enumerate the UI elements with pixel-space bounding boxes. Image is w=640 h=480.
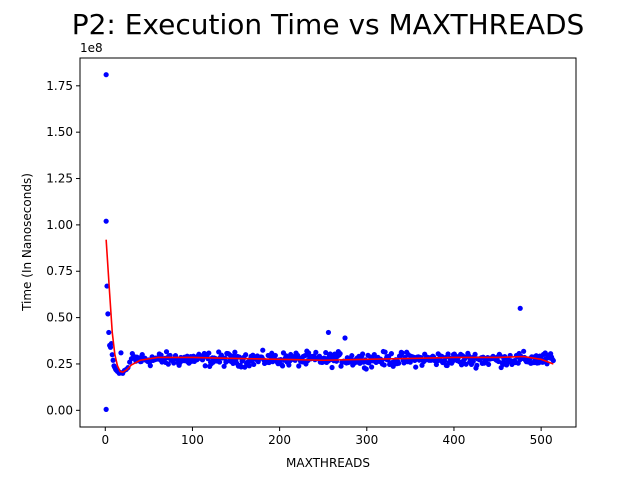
scatter-point [286, 362, 292, 368]
scatter-point [396, 360, 402, 366]
x-tick-label: 0 [101, 433, 109, 447]
trend-line [105, 239, 554, 374]
scatter-point [103, 72, 109, 78]
plot-content [103, 72, 556, 412]
scatter-point [369, 364, 375, 370]
y-axis-label: Time (In Nanoseconds) [20, 173, 34, 312]
scatter-point [338, 363, 344, 369]
y-tick-label: 0.50 [46, 311, 73, 325]
scatter-point [105, 311, 111, 317]
scatter-point [279, 363, 286, 369]
scatter-point [337, 351, 343, 357]
scatter-point [118, 350, 124, 356]
scatter-point [106, 329, 112, 336]
scatter-point [202, 363, 208, 369]
y-tick-label: 1.75 [46, 79, 73, 93]
scatter-point [165, 361, 171, 367]
scatter-point [272, 352, 278, 359]
scatter-point [232, 349, 238, 355]
scatter-point [243, 352, 249, 358]
scatter-point [472, 351, 478, 357]
x-tick-label: 500 [530, 433, 553, 447]
y-tick-label: 0.75 [46, 264, 73, 278]
scatter-point [349, 353, 355, 359]
x-axis: 0 100 200 300 400 500 [101, 427, 553, 447]
scatter-point [103, 218, 109, 224]
scatter-point [313, 349, 319, 355]
scatter-point [388, 351, 395, 357]
scatter-point [260, 347, 266, 353]
scatter-point [381, 362, 387, 368]
chart-title: P2: Execution Time vs MAXTHREADS [72, 8, 585, 41]
x-tick-label: 400 [443, 433, 466, 447]
scatter-point [302, 353, 308, 359]
scatter-point [485, 361, 492, 367]
scatter-point [445, 351, 451, 357]
x-tick-label: 200 [268, 433, 291, 447]
scatter-point [382, 349, 388, 355]
x-tick-label: 300 [355, 433, 378, 447]
y-axis: 0.00 0.25 0.50 0.75 1.00 1.25 1.50 1.75 [46, 79, 80, 417]
y-axis-offset-label: 1e8 [80, 41, 103, 55]
scatter-point [296, 363, 302, 369]
scatter-point [246, 363, 252, 369]
y-tick-label: 0.25 [46, 357, 73, 371]
y-tick-label: 1.00 [46, 218, 73, 232]
scatter-point [407, 359, 413, 365]
x-axis-label: MAXTHREADS [286, 456, 370, 470]
scatter-point [110, 357, 116, 363]
scatter-point [103, 406, 109, 412]
plot-area-frame [79, 57, 577, 428]
x-tick-label: 100 [181, 433, 204, 447]
scatter-point [147, 363, 153, 369]
scatter-point [325, 329, 332, 336]
scatter-point [521, 348, 527, 354]
scatter-point [517, 305, 523, 311]
scatter-point [390, 363, 396, 369]
scatter-point [251, 361, 257, 368]
scatter-point [342, 335, 348, 341]
scatter-point [360, 351, 366, 357]
scatter-point [206, 350, 212, 356]
scatter-point [399, 350, 405, 356]
scatter-point [242, 364, 248, 370]
y-tick-label: 1.25 [46, 172, 73, 186]
scatter-point [221, 363, 227, 369]
y-tick-label: 1.50 [46, 125, 73, 139]
scatter-point [329, 364, 335, 371]
y-tick-label: 0.00 [46, 403, 73, 417]
scatter-point [216, 359, 223, 365]
scatter-point [171, 360, 177, 366]
scatter-point [413, 364, 419, 370]
scatter-point [109, 352, 115, 358]
scatter-point [371, 351, 377, 358]
scatter-point [363, 366, 369, 372]
scatter-point [550, 357, 556, 364]
scatter-point [158, 352, 164, 358]
scatter-point [163, 349, 170, 355]
scatter-point [474, 362, 480, 368]
